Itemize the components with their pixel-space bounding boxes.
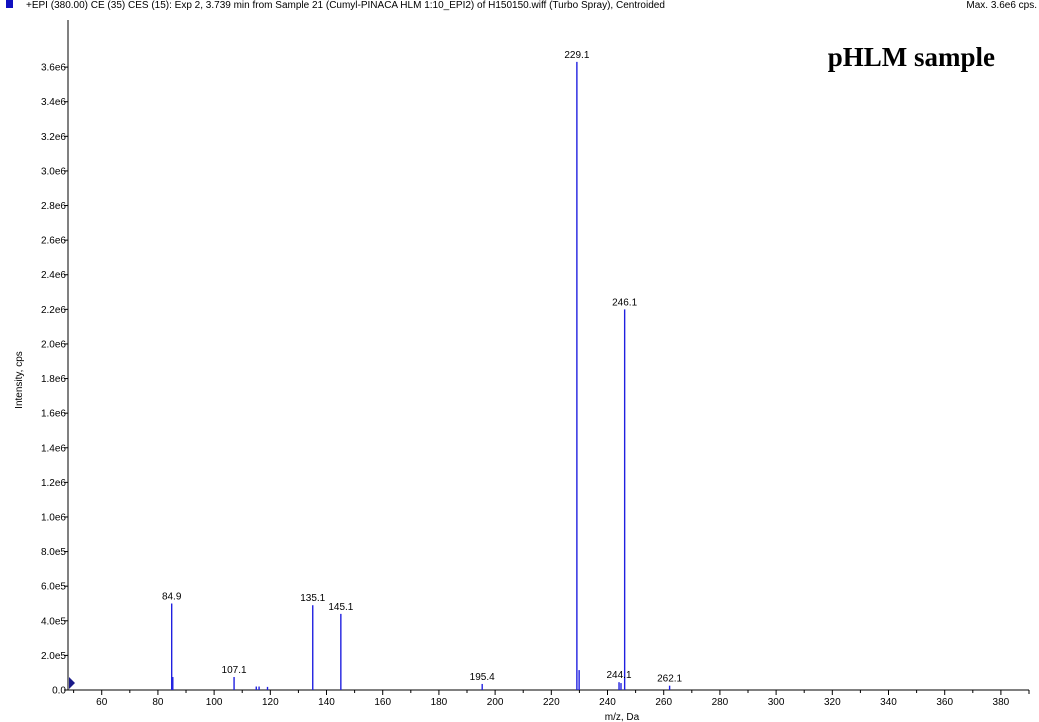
- y-tick-label: 1.6e6: [41, 409, 66, 420]
- x-tick-label: 320: [824, 697, 841, 708]
- x-tick-label: 160: [374, 697, 391, 708]
- x-tick-label: 60: [96, 697, 108, 708]
- y-tick-label: 3.0e6: [41, 166, 66, 177]
- header-description: +EPI (380.00) CE (35) CES (15): Exp 2, 3…: [26, 0, 665, 11]
- y-tick-label: 1.0e6: [41, 512, 66, 523]
- peak-label: 229.1: [564, 50, 589, 61]
- peak-label: 244.1: [607, 670, 632, 681]
- x-tick-label: 260: [655, 697, 672, 708]
- y-tick-label: 3.6e6: [41, 63, 66, 74]
- color-marker-icon: [6, 0, 13, 8]
- y-tick-label: 4.0e5: [41, 616, 66, 627]
- y-axis-label: Intensity, cps: [14, 351, 25, 409]
- x-tick-label: 220: [543, 697, 560, 708]
- peak-label: 135.1: [300, 593, 325, 604]
- axis-origin-marker-icon: [69, 677, 75, 689]
- x-tick-label: 120: [262, 697, 279, 708]
- x-tick-label: 100: [206, 697, 223, 708]
- y-tick-label: 2.6e6: [41, 236, 66, 247]
- y-tick-label: 1.8e6: [41, 374, 66, 385]
- x-tick-label: 140: [318, 697, 335, 708]
- y-tick-label: 2.4e6: [41, 270, 66, 281]
- x-tick-label: 380: [993, 697, 1010, 708]
- x-tick-label: 300: [768, 697, 785, 708]
- x-axis-label: m/z, Da: [605, 712, 640, 722]
- y-tick-label: 0.0: [52, 686, 66, 697]
- y-tick-label: 2.0e6: [41, 339, 66, 350]
- x-tick-label: 340: [880, 697, 897, 708]
- y-tick-label: 8.0e5: [41, 547, 66, 558]
- y-tick-label: 2.0e5: [41, 651, 66, 662]
- peak-label: 107.1: [222, 665, 247, 676]
- y-tick-label: 3.2e6: [41, 132, 66, 143]
- peak-label: 195.4: [470, 672, 495, 683]
- y-tick-label: 1.4e6: [41, 443, 66, 454]
- peak-label: 84.9: [162, 591, 182, 602]
- y-tick-label: 2.8e6: [41, 201, 66, 212]
- peak-label: 145.1: [328, 602, 353, 613]
- x-tick-label: 200: [487, 697, 504, 708]
- y-tick-label: 6.0e5: [41, 582, 66, 593]
- y-tick-label: 2.2e6: [41, 305, 66, 316]
- peak-label: 246.1: [612, 297, 637, 308]
- axes: 0.0 2.0e5 4.0e5 6.0e5 8.0e5 1.0e6 1.2e6 1.4e6 1.…: [41, 20, 1030, 708]
- x-tick-label: 280: [712, 697, 729, 708]
- y-tick-label: 3.4e6: [41, 97, 66, 108]
- y-tick-label: 1.2e6: [41, 478, 66, 489]
- x-tick-label: 180: [431, 697, 448, 708]
- sample-label: pHLM sample: [828, 42, 995, 72]
- x-tick-label: 240: [599, 697, 616, 708]
- x-tick-label: 360: [936, 697, 953, 708]
- peak-label: 262.1: [657, 674, 682, 685]
- peaks: [170, 61, 671, 690]
- max-intensity-label: Max. 3.6e6 cps.: [966, 0, 1037, 11]
- x-tick-label: 80: [152, 697, 164, 708]
